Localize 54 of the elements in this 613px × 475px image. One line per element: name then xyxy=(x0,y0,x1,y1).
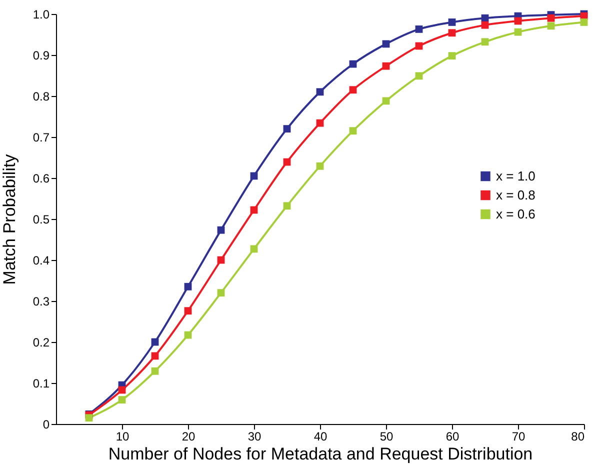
point xyxy=(151,367,159,375)
legend-label: x = 0.8 xyxy=(496,187,536,202)
y-axis-title: Match Probability xyxy=(0,154,19,285)
x-tick-label: 40 xyxy=(314,430,328,444)
point xyxy=(184,282,192,290)
y-tick-label: 0.5 xyxy=(32,212,50,226)
point xyxy=(547,22,555,30)
point xyxy=(217,289,225,297)
point xyxy=(316,162,324,170)
point xyxy=(415,25,423,33)
y-tick-label: 0.7 xyxy=(32,130,50,144)
x-tick-label: 50 xyxy=(380,430,394,444)
x-axis-title: Number of Nodes for Metadata and Request Distribution xyxy=(108,444,533,464)
point xyxy=(448,52,456,60)
point xyxy=(547,14,555,22)
x-tick-label: 10 xyxy=(116,430,130,444)
y-tick-label: 0.3 xyxy=(32,294,50,308)
x-tick-label: 60 xyxy=(446,430,460,444)
point xyxy=(316,119,324,127)
point xyxy=(283,202,291,210)
y-tick-label: 0 xyxy=(42,418,50,432)
point xyxy=(349,127,357,135)
point xyxy=(184,307,192,315)
point xyxy=(448,29,456,37)
y-tick-label: 0.8 xyxy=(32,90,50,104)
point xyxy=(580,18,588,26)
y-tick-label: 0.4 xyxy=(32,254,50,268)
point xyxy=(415,72,423,80)
point xyxy=(382,97,390,105)
legend-label: x = 1.0 xyxy=(496,168,536,184)
y-tick-label: 0.1 xyxy=(32,376,50,390)
x-tick-label: 20 xyxy=(182,430,196,444)
legend-label: x = 0.6 xyxy=(496,206,536,222)
x-tick-label: 70 xyxy=(512,430,526,444)
y-tick-label: 0.2 xyxy=(32,336,50,350)
x-tick-label: 80 xyxy=(571,430,585,444)
point xyxy=(382,40,390,48)
point xyxy=(349,86,357,94)
point xyxy=(448,18,456,26)
point xyxy=(250,245,258,253)
point xyxy=(85,414,93,422)
point xyxy=(481,21,489,29)
point xyxy=(481,38,489,46)
point xyxy=(316,88,324,96)
y-tick-label: 0.9 xyxy=(32,48,50,62)
x-tick-label: 30 xyxy=(248,430,262,444)
point xyxy=(217,226,225,234)
point xyxy=(118,396,126,404)
y-tick-label: 0.6 xyxy=(32,172,50,186)
point xyxy=(250,172,258,180)
point xyxy=(151,352,159,360)
point xyxy=(382,62,390,70)
y-tick-label: 1.0 xyxy=(32,8,50,22)
point xyxy=(283,125,291,133)
